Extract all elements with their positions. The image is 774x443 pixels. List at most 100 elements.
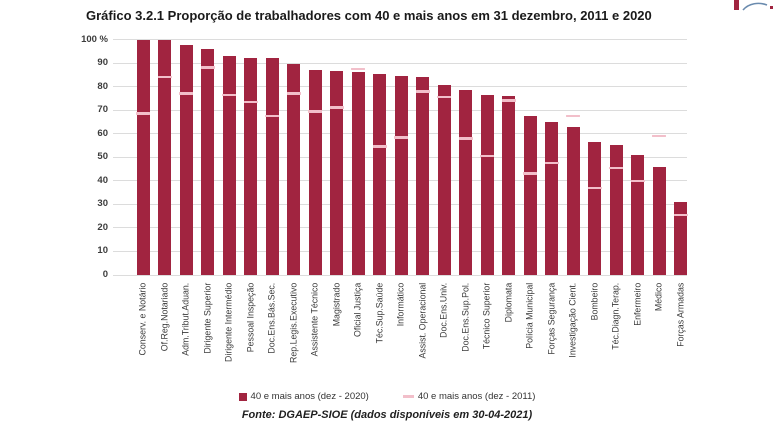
tick-2011	[437, 95, 452, 99]
bar-2020	[179, 45, 193, 275]
source-note: Fonte: DGAEP-SIOE (dados disponíveis em …	[0, 409, 774, 421]
bar-2020	[609, 145, 623, 275]
gridline	[113, 274, 687, 276]
y-axis-tick-label: 80	[97, 80, 108, 92]
source-label: Fonte:	[241, 409, 276, 421]
x-axis-category-label: Doc.Ens.Sup.Pol.	[460, 283, 471, 352]
x-axis-category-label: Forças Armadas	[675, 283, 686, 348]
x-axis-category-label: Técnico Superior	[481, 283, 492, 350]
tick-2011	[222, 93, 237, 97]
x-axis-category-label: Doc.Ens.Univ.	[438, 283, 449, 339]
x-axis-category-label: Oficial Justiça	[352, 283, 363, 338]
x-axis-category-label: Conserv. e Notário	[137, 283, 148, 356]
x-axis-category-label: Dirigente Superior	[202, 283, 213, 354]
tick-2011	[200, 66, 215, 70]
x-axis-category-label: Polícia Municipal	[524, 283, 535, 350]
bar-2020	[437, 85, 451, 275]
chart-legend: 40 e mais anos (dez - 2020) 40 e mais an…	[0, 391, 774, 402]
tick-2011	[394, 135, 409, 139]
bar-2020	[308, 70, 322, 275]
bar-2020	[394, 76, 408, 275]
y-axis-tick-label: 100 %	[81, 33, 108, 45]
x-axis-category-label: Dirigente Intermédio	[223, 283, 234, 363]
bar-2020	[523, 116, 537, 275]
tick-2011	[673, 213, 688, 217]
x-axis-category-label: Assistente Técnico	[309, 283, 320, 357]
bar-2020	[222, 55, 236, 275]
tick-2011	[587, 186, 602, 190]
gridline	[113, 62, 687, 64]
legend-label-2011: 40 e mais anos (dez - 2011)	[417, 391, 536, 402]
bar-2020	[373, 73, 387, 275]
tick-2011	[351, 67, 366, 71]
tick-2011	[566, 114, 581, 118]
tick-2011	[372, 145, 387, 148]
logo-swoosh-icon	[742, 2, 768, 11]
tick-2011	[458, 137, 473, 140]
bar-2020	[201, 48, 215, 275]
x-axis-category-label: Magistrado	[331, 283, 342, 327]
bar-2020	[158, 39, 172, 275]
bar-2020	[502, 96, 516, 275]
y-axis-tick-label: 50	[97, 151, 108, 163]
x-axis-category-label: Investigação Cient.	[567, 283, 578, 358]
bar-2020	[545, 121, 559, 275]
source-text: DGAEP-SIOE (dados disponíveis em 30-04-2…	[275, 409, 533, 421]
tick-2011	[523, 172, 538, 176]
tick-2011	[329, 106, 344, 110]
bar-2020	[416, 77, 430, 275]
tick-2011	[652, 134, 667, 138]
bar-2020	[631, 154, 645, 275]
tick-2011	[179, 92, 194, 95]
tick-2011	[265, 114, 280, 118]
y-axis-tick-label: 40	[97, 174, 108, 186]
x-axis-category-label: Bombeiro	[589, 283, 600, 321]
bar-2020	[330, 71, 344, 275]
bar-2020	[265, 58, 279, 275]
gridline	[113, 39, 687, 40]
tick-2011	[136, 112, 151, 115]
bar-2020	[652, 166, 666, 275]
y-axis-tick-label: 90	[97, 57, 108, 69]
x-axis-category-label: Médico	[653, 283, 664, 312]
tick-2011	[157, 75, 172, 79]
tick-2011	[609, 166, 624, 170]
legend-dash-2011-icon	[402, 395, 414, 398]
bar-2020	[588, 141, 602, 275]
bar-2020	[566, 126, 580, 275]
y-axis-tick-label: 10	[97, 245, 108, 257]
tick-2011	[544, 161, 559, 165]
y-axis-tick-label: 30	[97, 198, 108, 210]
tick-2011	[501, 99, 516, 103]
logo-red-bar-icon	[734, 0, 739, 10]
tick-2011	[286, 92, 301, 95]
chart-title: Gráfico 3.2.1 Proporção de trabalhadores…	[86, 8, 652, 23]
x-axis-category-label: Forças Segurança	[546, 283, 557, 355]
tick-2011	[243, 100, 258, 104]
bar-2020	[480, 94, 494, 275]
tick-2011	[415, 90, 430, 93]
y-axis-tick-label: 0	[102, 269, 108, 280]
tick-2011	[480, 154, 495, 158]
bar-2020	[351, 72, 365, 275]
x-axis-category-label: Adm.Tribut.Aduan.	[180, 283, 191, 357]
y-axis-tick-label: 70	[97, 104, 108, 116]
bar-2020	[674, 201, 688, 275]
x-axis-category-label: Diplomata	[503, 283, 514, 323]
bar-2020	[287, 64, 301, 275]
logo-dot-icon	[770, 6, 773, 9]
x-axis-category-label: Rep.Legis.Executivo	[288, 283, 299, 364]
x-axis-category-label: Téc.Sup.Saúde	[374, 283, 385, 344]
x-axis-category-label: Téc.Diagn.Terap.	[610, 283, 621, 350]
bar-2020	[136, 39, 150, 275]
legend-label-2020: 40 e mais anos (dez - 2020)	[250, 391, 369, 402]
bar-2020	[459, 90, 473, 275]
legend-item-2011: 40 e mais anos (dez - 2011)	[402, 391, 536, 402]
legend-item-2020: 40 e mais anos (dez - 2020)	[238, 391, 369, 402]
x-axis-category-label: Enfermeiro	[632, 283, 643, 327]
bar-2020	[244, 58, 258, 275]
x-axis-category-label: Informático	[395, 283, 406, 327]
x-axis-category-label: Of.Reg.Notariado	[159, 283, 170, 352]
tick-2011	[630, 179, 645, 183]
